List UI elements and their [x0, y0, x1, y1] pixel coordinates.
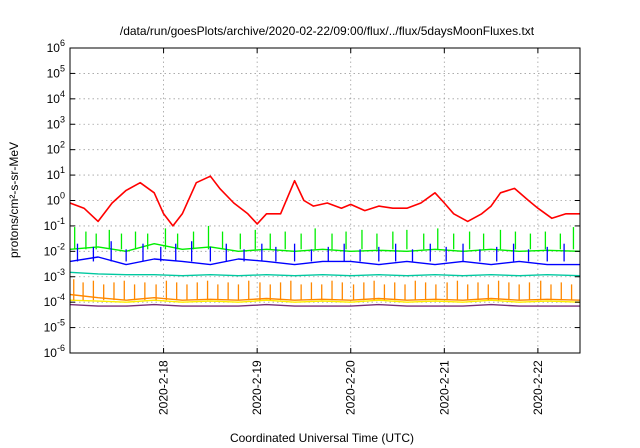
- y-tick-label: 10-1: [44, 216, 65, 233]
- series-line: [70, 175, 580, 227]
- series-line: [70, 303, 580, 307]
- y-tick-label: 10-2: [44, 241, 65, 258]
- y-tick-label: 101: [47, 165, 65, 182]
- x-axis-ticks: 2020-2-18 2020-2-19 2020-2-20 2020-2-21 2020…: [157, 48, 545, 415]
- y-tick-label: 10-3: [44, 267, 65, 284]
- y-axis-ticks: 10-6 10-5 10-4 10-3 10-2 10-1 100 101 102 103 104 1…: [44, 38, 580, 360]
- series-line: [70, 299, 580, 303]
- x-tick-label: 2020-2-20: [344, 360, 358, 415]
- y-tick-label: 106: [47, 38, 65, 55]
- x-tick-label: 2020-2-22: [531, 360, 545, 415]
- y-tick-label: 10-5: [44, 318, 65, 335]
- x-tick-label: 2020-2-21: [437, 360, 451, 415]
- series-line: [70, 256, 580, 266]
- x-axis-title: Coordinated Universal Time (UTC): [230, 431, 414, 445]
- series-line: [70, 271, 580, 277]
- y-axis-title: protons/cm²-s-sr-MeV: [7, 142, 21, 258]
- y-tick-label: 104: [47, 89, 65, 106]
- series-layer: [70, 175, 580, 307]
- y-tick-label: 102: [47, 140, 65, 157]
- y-tick-label: 10-4: [44, 292, 65, 309]
- y-tick-label: 105: [47, 63, 65, 80]
- series-line: [70, 293, 580, 301]
- y-tick-label: 103: [47, 114, 65, 131]
- y-tick-label: 10-6: [44, 343, 65, 360]
- y-tick-label: 100: [47, 191, 65, 208]
- grid-lines: [70, 48, 580, 353]
- x-tick-label: 2020-2-18: [157, 360, 171, 415]
- chart-title: /data/run/goesPlots/archive/2020-02-22/0…: [120, 24, 535, 38]
- x-tick-label: 2020-2-19: [250, 360, 264, 415]
- series-line: [70, 242, 580, 253]
